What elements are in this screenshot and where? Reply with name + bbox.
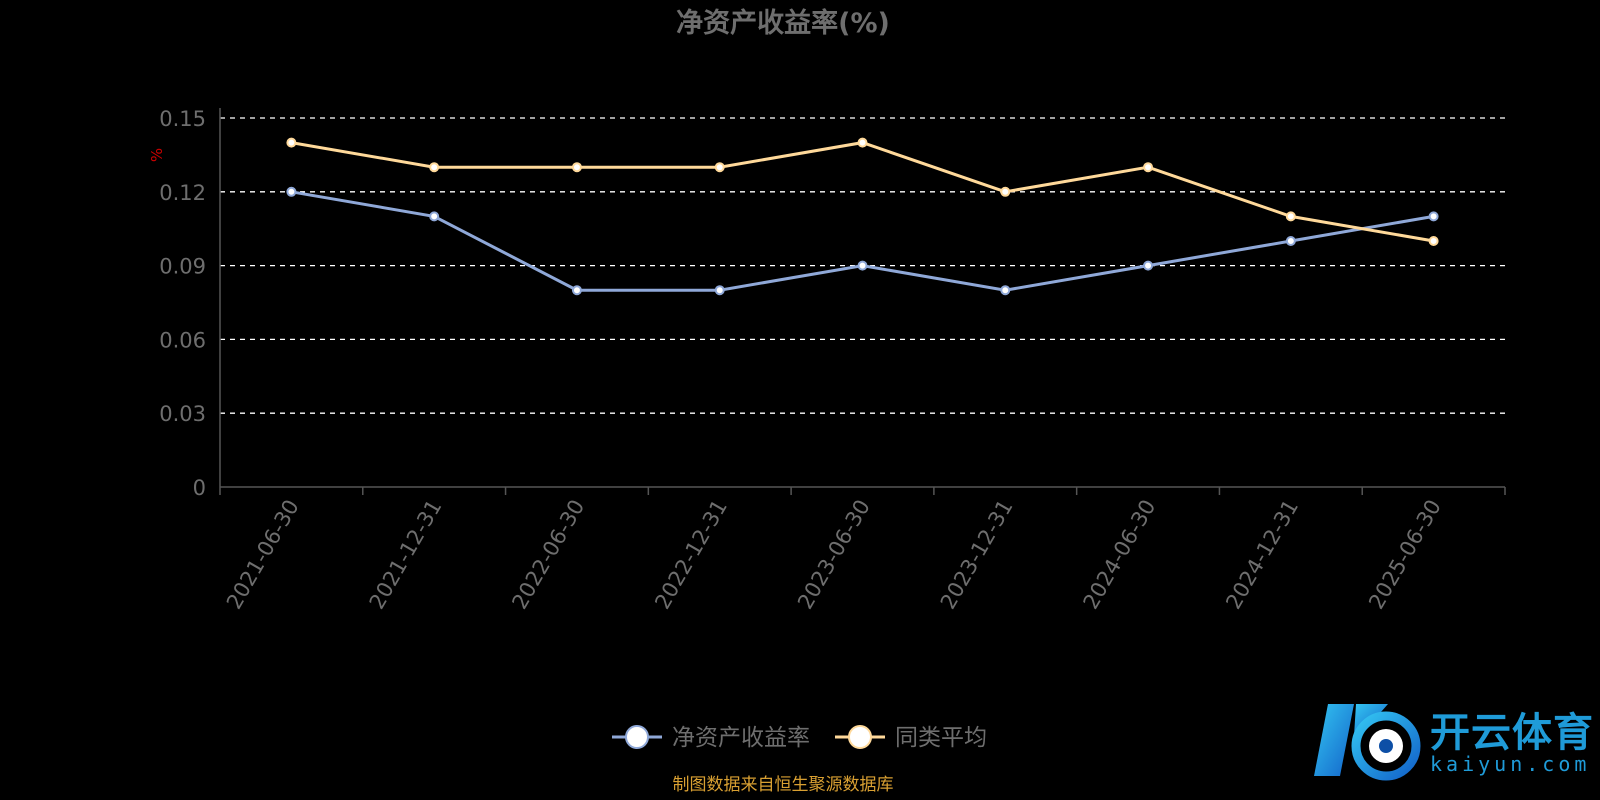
y-tick-label: 0.12 — [159, 181, 206, 205]
x-tick-label: 2021-12-31 — [365, 495, 447, 613]
watermark-logo: 开云体育 kaiyun.com — [1310, 696, 1593, 786]
series-1-point — [286, 186, 297, 197]
x-tick-label: 2024-12-31 — [1221, 496, 1303, 614]
x-tick-label: 2025-06-30 — [1364, 496, 1446, 614]
source-note: 制图数据来自恒生聚源数据库 — [673, 775, 894, 795]
y-tick-label: 0 — [193, 476, 206, 500]
series-1-point — [1000, 285, 1011, 296]
series-1-point — [429, 211, 440, 222]
series-2-point — [1000, 186, 1011, 197]
x-tick-labels: 2021-06-30 2021-12-31 2022-06-30 2022-12-31… — [222, 495, 1446, 613]
watermark-domain: kaiyun.com — [1430, 752, 1591, 776]
kaiyun-logo-icon — [1314, 704, 1421, 781]
series-2-point — [429, 162, 440, 173]
series-2-point — [571, 162, 582, 173]
series-2-point — [286, 137, 297, 148]
series-2-point — [1143, 162, 1154, 173]
series-1-point — [1143, 260, 1154, 271]
series-2-point — [1285, 211, 1296, 222]
x-tick-label: 2023-06-30 — [793, 496, 875, 614]
x-tick-label: 2022-06-30 — [507, 496, 589, 614]
series-1-point — [857, 260, 868, 271]
series-2-point — [1428, 236, 1439, 246]
axes — [219, 108, 1506, 495]
series-1-point — [714, 285, 725, 296]
series-lines — [286, 137, 1439, 296]
series-1-point — [1285, 236, 1296, 246]
x-tick-label: 2021-06-30 — [222, 496, 304, 614]
chart-title: 净资产收益率(%) — [676, 7, 890, 39]
series-2-point — [857, 137, 868, 148]
x-tick-label: 2024-06-30 — [1079, 496, 1161, 614]
x-tick-label: 2023-12-31 — [936, 496, 1018, 614]
legend-item-1[interactable]: 净资产收益率 — [612, 725, 810, 751]
series-1-point — [571, 285, 582, 296]
legend-label: 净资产收益率 — [672, 725, 810, 751]
y-tick-labels: 0 0.03 0.06 0.09 0.12 0.15 — [159, 107, 206, 500]
series-1-point — [1428, 211, 1439, 222]
legend-item-2[interactable]: 同类平均 — [835, 725, 987, 751]
y-tick-label: 0.15 — [159, 107, 206, 131]
series-2-point — [714, 162, 725, 173]
y-axis-unit-label: % — [148, 148, 166, 162]
legend-marker — [848, 725, 872, 749]
y-tick-label: 0.03 — [159, 402, 206, 426]
legend[interactable]: 净资产收益率 同类平均 — [612, 725, 987, 751]
x-tick-label: 2022-12-31 — [650, 496, 732, 614]
y-tick-label: 0.09 — [159, 255, 206, 279]
y-tick-label: 0.06 — [159, 328, 206, 352]
legend-marker — [625, 725, 649, 749]
legend-label: 同类平均 — [895, 725, 987, 751]
watermark-name: 开云体育 — [1430, 710, 1594, 756]
